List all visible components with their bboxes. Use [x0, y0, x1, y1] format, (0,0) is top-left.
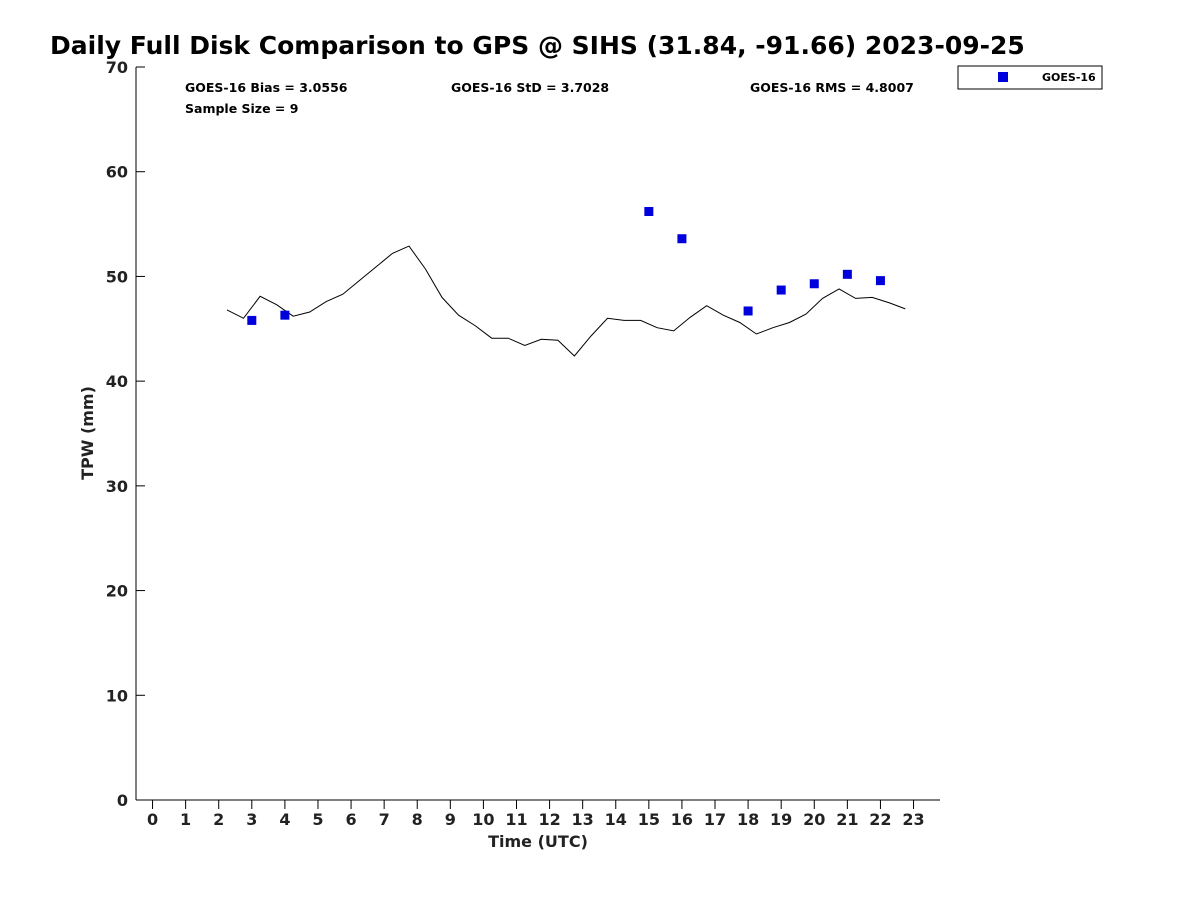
x-tick-label: 5: [312, 810, 323, 829]
legend-goes16-marker: [998, 72, 1008, 82]
y-axis-label: TPW (mm): [78, 386, 97, 480]
goes16-point: [677, 234, 687, 244]
x-tick-label: 17: [704, 810, 726, 829]
x-tick-label: 1: [180, 810, 191, 829]
y-tick-label: 40: [106, 372, 128, 391]
rms-stat: GOES-16 RMS = 4.8007: [750, 80, 914, 95]
goes16-point: [776, 285, 786, 295]
goes16-point: [842, 269, 852, 279]
x-axis-label: Time (UTC): [488, 832, 588, 851]
y-tick-label: 20: [106, 582, 128, 601]
y-tick-label: 70: [106, 58, 128, 77]
x-tick-label: 19: [770, 810, 792, 829]
legend: GOES-16: [957, 65, 1103, 90]
y-tick-label: 60: [106, 163, 128, 182]
x-tick-label: 23: [902, 810, 924, 829]
goes16-point: [247, 315, 257, 325]
sample-size-stat: Sample Size = 9: [185, 101, 298, 116]
x-tick-label: 13: [572, 810, 594, 829]
x-tick-label: 2: [213, 810, 224, 829]
x-tick-label: 8: [412, 810, 423, 829]
axes: [135, 67, 940, 801]
x-tick-label: 9: [445, 810, 456, 829]
legend-goes16-label: GOES-16: [1042, 71, 1096, 84]
y-tick-label: 30: [106, 477, 128, 496]
goes16-points-layer: [247, 207, 885, 325]
gps-tpw-line: [226, 245, 906, 357]
goes16-point: [743, 306, 753, 316]
goes16-point: [875, 276, 885, 286]
std-stat: GOES-16 StD = 3.7028: [451, 80, 609, 95]
x-tick-label: 18: [737, 810, 759, 829]
x-tick-label: 20: [803, 810, 825, 829]
goes16-point: [809, 279, 819, 289]
x-tick-label: 3: [246, 810, 257, 829]
x-tick-label: 11: [505, 810, 527, 829]
bias-stat: GOES-16 Bias = 3.0556: [185, 80, 348, 95]
x-tick-label: 7: [379, 810, 390, 829]
x-tick-label: 10: [472, 810, 494, 829]
x-tick-label: 6: [345, 810, 356, 829]
chart-title: Daily Full Disk Comparison to GPS @ SIHS…: [50, 31, 1025, 60]
x-tick-label: 4: [279, 810, 290, 829]
goes16-point: [644, 207, 654, 217]
x-tick-label: 22: [869, 810, 891, 829]
y-tick-label: 50: [106, 267, 128, 286]
x-tick-label: 12: [538, 810, 560, 829]
x-axis-ticks: 0 1 2 3 4 5 6 7 8 9 10 11 12 13 14 15 16 17 18 19 20 21 22 23: [147, 800, 925, 829]
x-tick-label: 15: [638, 810, 660, 829]
x-tick-label: 21: [836, 810, 858, 829]
gps-line-layer: [226, 245, 906, 357]
y-tick-label: 10: [106, 686, 128, 705]
goes16-point: [280, 310, 290, 320]
y-tick-label: 0: [117, 791, 128, 810]
x-tick-label: 16: [671, 810, 693, 829]
x-tick-label: 0: [147, 810, 158, 829]
x-tick-label: 14: [605, 810, 627, 829]
legend-box: [957, 65, 1103, 90]
y-axis-ticks: 0 10 20 30 40 50 60 70: [106, 58, 145, 810]
